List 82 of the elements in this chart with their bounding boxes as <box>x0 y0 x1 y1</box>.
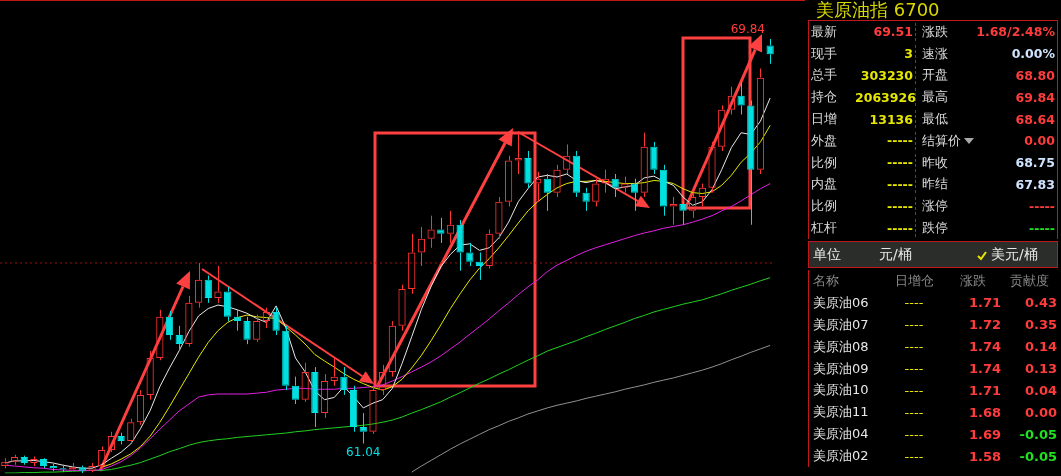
text: -0.05 <box>1018 448 1057 464</box>
text: 0.13 <box>1023 361 1057 376</box>
text: 现手 <box>810 44 838 63</box>
text: ---- <box>903 382 925 398</box>
text: 美原油07 <box>812 315 870 334</box>
text: ---- <box>903 426 925 442</box>
text: 比例 <box>810 153 838 172</box>
text: 1.71 <box>967 295 1001 311</box>
text: ---- <box>903 339 925 355</box>
text: 涨停 <box>915 197 971 216</box>
text: ---- <box>903 317 925 333</box>
text: 美原油04 <box>812 425 870 444</box>
text: ---- <box>903 295 925 311</box>
text: 涨跌 <box>915 22 971 41</box>
text: ---- <box>903 361 925 376</box>
text: 涨跌 <box>959 271 987 290</box>
text: 比例 <box>810 197 838 216</box>
text: 最低 <box>915 110 971 129</box>
text: 内盘 <box>810 175 838 194</box>
text: 元/桶 <box>879 246 912 264</box>
text: 速涨 <box>915 44 971 63</box>
text: 0.00% <box>1010 46 1056 62</box>
text: 68.64 <box>1014 111 1056 127</box>
text: 美原油11 <box>812 403 870 422</box>
text: 13136 <box>868 111 914 127</box>
text: ----- <box>886 220 914 236</box>
text: 1.74 <box>967 361 1001 376</box>
text: ----- <box>886 155 914 171</box>
text: ----- <box>886 133 914 149</box>
text: 69.84 <box>1014 89 1056 105</box>
text: 3 <box>903 46 914 62</box>
text: 68.80 <box>1014 67 1056 83</box>
text: 1.58 <box>967 448 1001 464</box>
text: 69.84 <box>730 22 765 37</box>
text: 1.72 <box>967 317 1001 333</box>
text: 0.14 <box>1023 339 1057 355</box>
text: ----- <box>886 198 914 214</box>
text: 美原油09 <box>812 359 870 378</box>
text: 1.68 <box>967 404 1001 420</box>
text: 单位 <box>813 246 841 264</box>
text: ---- <box>903 404 925 420</box>
text: 美原油08 <box>812 337 870 356</box>
text: 2063926 <box>854 89 916 105</box>
text: 0.35 <box>1023 317 1057 333</box>
text: 杠杆 <box>810 219 838 238</box>
text: 0.43 <box>1023 295 1057 311</box>
text: 1.71 <box>967 382 1001 398</box>
text: 0.00 <box>1023 133 1056 149</box>
text: ----- <box>1028 198 1056 214</box>
text: ----- <box>886 176 914 192</box>
text: 68.75 <box>1014 155 1056 171</box>
text: 昨收 <box>915 153 971 172</box>
text: 开盘 <box>915 66 971 85</box>
text: 67.83 <box>1014 176 1056 192</box>
text: 1.69 <box>967 426 1001 442</box>
text: 最新 <box>810 22 838 41</box>
text: 昨结 <box>915 175 971 194</box>
annotation: 61.04 <box>346 444 381 459</box>
text: 结算价 <box>915 131 971 150</box>
text: 69.51 <box>872 24 914 40</box>
text: 0.00 <box>1023 404 1057 420</box>
text: 1.74 <box>967 339 1001 355</box>
text: 日增 <box>810 110 838 129</box>
text: 美原油指 6700 <box>815 0 941 20</box>
text: 跌停 <box>915 219 971 238</box>
text: 303230 <box>859 67 914 83</box>
text: 名称 <box>812 271 840 290</box>
text: 美原油02 <box>812 447 870 466</box>
text: 外盘 <box>810 131 838 150</box>
text: 日增仓 <box>893 271 935 290</box>
text: 1.68/2.48% <box>975 24 1056 40</box>
text: 最高 <box>915 88 971 107</box>
text: 美元/桶 <box>991 246 1038 264</box>
text: -0.05 <box>1018 426 1057 442</box>
text: 美原油06 <box>812 293 870 312</box>
text: 贡献度 <box>1008 271 1050 290</box>
text: 持仓 <box>810 88 838 107</box>
text: 0.04 <box>1023 382 1057 398</box>
text: 总手 <box>810 66 838 85</box>
text: ----- <box>1028 220 1056 236</box>
text: ---- <box>903 448 925 464</box>
text: 美原油10 <box>812 381 870 400</box>
